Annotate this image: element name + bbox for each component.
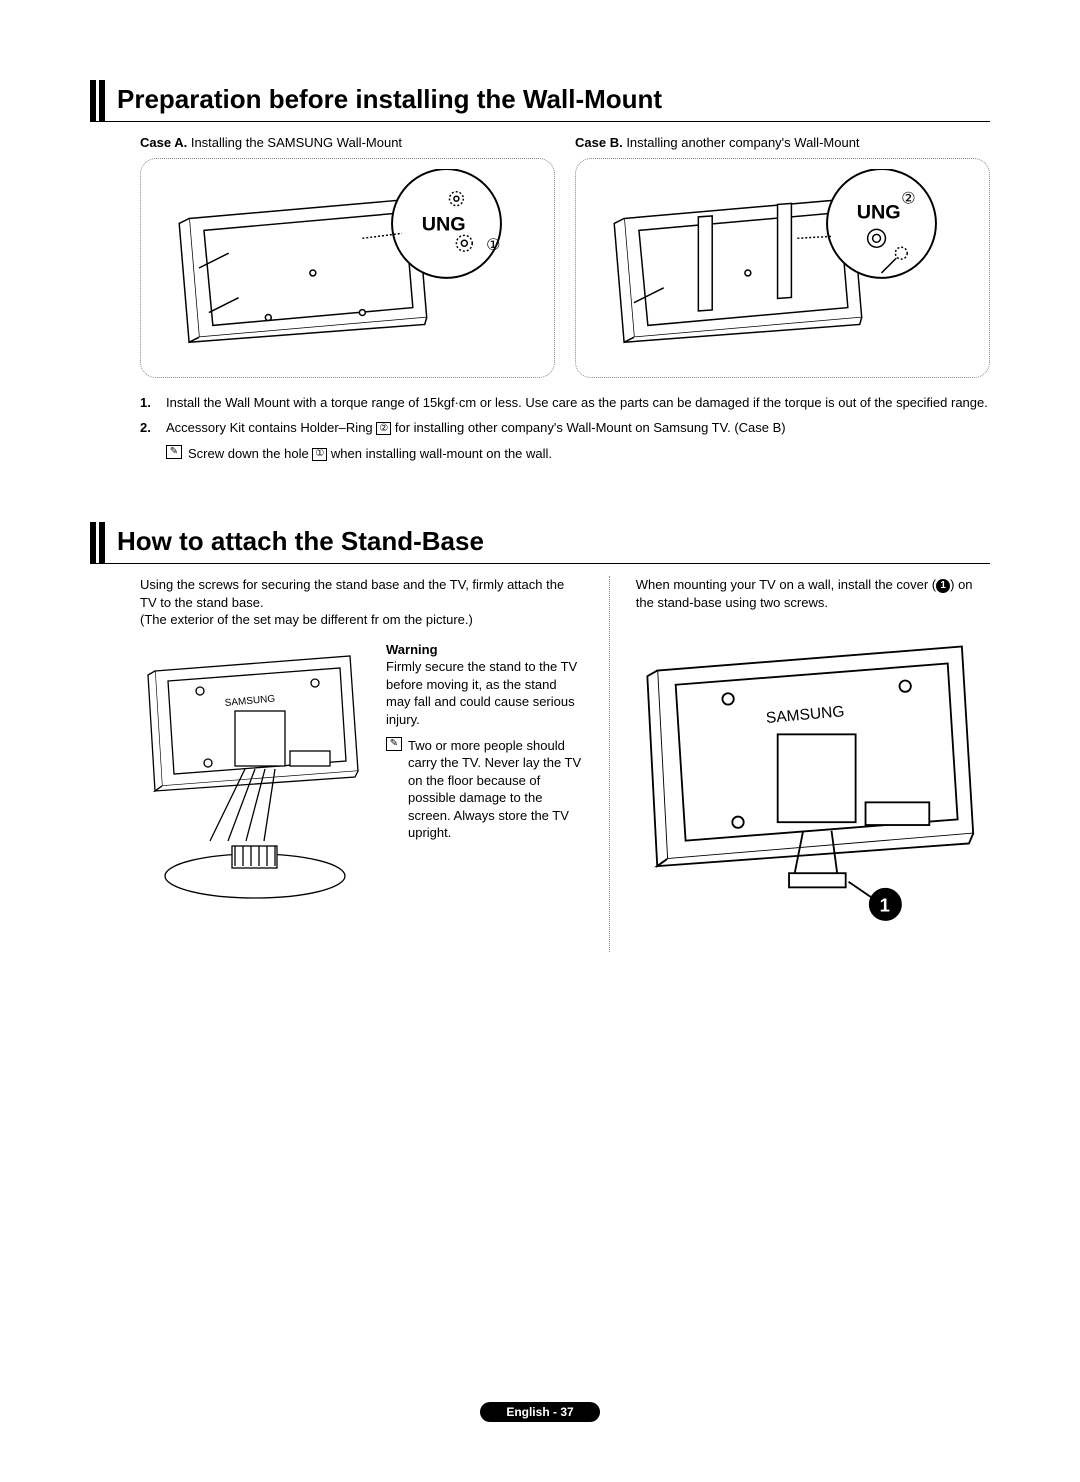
warning-label: Warning bbox=[386, 642, 438, 657]
section2-content: Using the screws for securing the stand … bbox=[140, 576, 990, 952]
callout-ng-a: UNG bbox=[422, 213, 466, 235]
list-item-1: 1. Install the Wall Mount with a torque … bbox=[140, 394, 990, 412]
stand-right-figure: SAMSUNG 1 bbox=[636, 621, 990, 951]
case-a-rest: Installing the SAMSUNG Wall-Mount bbox=[187, 135, 402, 150]
page-number: English - 37 bbox=[480, 1402, 599, 1422]
svg-text:UNG: UNG bbox=[857, 201, 901, 223]
warning-text: Firmly secure the stand to the TV before… bbox=[386, 659, 577, 727]
case-a-diagram: UNG ① bbox=[140, 158, 555, 378]
stand-right-col: When mounting your TV on a wall, install… bbox=[636, 576, 990, 952]
svg-text:①: ① bbox=[486, 237, 500, 254]
section2-heading: How to attach the Stand-Base bbox=[90, 522, 990, 564]
section1-content: Case A. Installing the SAMSUNG Wall-Moun… bbox=[140, 134, 990, 462]
list-text-2: Accessory Kit contains Holder–Ring ② for… bbox=[166, 419, 786, 437]
stand-left-p1: Using the screws for securing the stand … bbox=[140, 576, 583, 611]
warning-block: Warning Firmly secure the stand to the T… bbox=[386, 641, 583, 729]
case-a-bold: Case A. bbox=[140, 135, 187, 150]
case-b-diagram: UNG ② bbox=[575, 158, 990, 378]
section1-heading: Preparation before installing the Wall-M… bbox=[90, 80, 990, 122]
stand-text-col: Warning Firmly secure the stand to the T… bbox=[386, 641, 583, 906]
case-a-column: Case A. Installing the SAMSUNG Wall-Moun… bbox=[140, 134, 555, 378]
section2-title: How to attach the Stand-Base bbox=[117, 522, 484, 563]
svg-text:1: 1 bbox=[879, 895, 889, 916]
case-b-label: Case B. Installing another company's Wal… bbox=[575, 134, 990, 152]
vertical-divider bbox=[609, 576, 610, 952]
stand-right-text: When mounting your TV on a wall, install… bbox=[636, 576, 990, 611]
section1-title: Preparation before installing the Wall-M… bbox=[117, 80, 662, 121]
svg-text:②: ② bbox=[901, 190, 915, 207]
list-num-1: 1. bbox=[140, 394, 166, 412]
page-footer: English - 37 bbox=[0, 1402, 1080, 1422]
note-icon: ✎ bbox=[386, 737, 402, 751]
section1-list: 1. Install the Wall Mount with a torque … bbox=[140, 394, 990, 463]
note-icon: ✎ bbox=[166, 445, 182, 459]
case-b-bold: Case B. bbox=[575, 135, 623, 150]
boxed-one-icon: ① bbox=[312, 448, 327, 461]
circled-one-icon: 1 bbox=[936, 579, 950, 593]
heading-bars-icon bbox=[90, 80, 105, 121]
list-text-1: Install the Wall Mount with a torque ran… bbox=[166, 394, 988, 412]
stand-left-p2: (The exterior of the set may be differen… bbox=[140, 611, 583, 629]
stand-figure: SAMSUNG bbox=[140, 641, 370, 906]
case-b-rest: Installing another company's Wall-Mount bbox=[623, 135, 860, 150]
heading-bars-icon bbox=[90, 522, 105, 563]
stand-left-col: Using the screws for securing the stand … bbox=[140, 576, 583, 952]
note-text: Screw down the hole ① when installing wa… bbox=[188, 445, 552, 463]
case-a-label: Case A. Installing the SAMSUNG Wall-Moun… bbox=[140, 134, 555, 152]
boxed-two-icon: ② bbox=[376, 422, 391, 435]
list-note: ✎ Screw down the hole ① when installing … bbox=[166, 445, 990, 463]
list-num-2: 2. bbox=[140, 419, 166, 437]
stand-note-text: Two or more people should carry the TV. … bbox=[408, 737, 583, 842]
list-item-2: 2. Accessory Kit contains Holder–Ring ② … bbox=[140, 419, 990, 437]
stand-note: ✎ Two or more people should carry the TV… bbox=[386, 737, 583, 842]
case-b-column: Case B. Installing another company's Wal… bbox=[575, 134, 990, 378]
